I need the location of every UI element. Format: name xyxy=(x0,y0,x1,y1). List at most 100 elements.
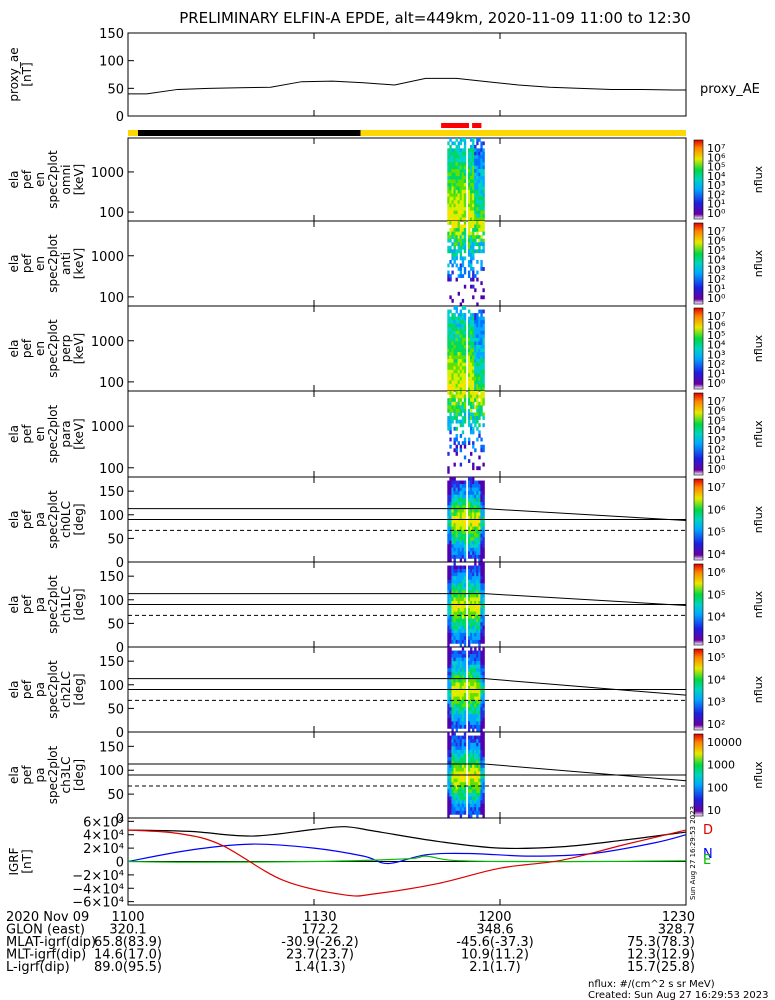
spectrogram-cell xyxy=(480,671,483,676)
spectrogram-cell xyxy=(480,323,483,328)
colorbar-tick: 10³ xyxy=(707,179,725,192)
spectrogram-cell xyxy=(457,391,460,395)
spectrogram-cell xyxy=(459,256,463,261)
spectrogram-cell xyxy=(461,703,465,708)
spectrogram-cell xyxy=(482,221,485,225)
spectrogram-cell xyxy=(447,451,450,456)
spectrogram-cell xyxy=(470,689,473,694)
spectrogram-cell xyxy=(453,337,456,342)
spectrogram-cell xyxy=(480,771,483,776)
spectrogram-cell xyxy=(467,512,471,517)
spectrogram-cell xyxy=(476,426,479,431)
spectrogram-cell xyxy=(470,590,473,595)
spectrogram-cell xyxy=(470,412,473,417)
spectrogram-cell xyxy=(482,693,485,697)
spectrogram-cell xyxy=(449,151,452,156)
spectrogram-cell xyxy=(467,501,471,506)
spectrogram-cell xyxy=(457,344,460,349)
spectrogram-cell xyxy=(455,238,458,243)
spectrogram-cell xyxy=(480,597,483,602)
spectrogram-cell xyxy=(453,775,456,779)
spectrogram-cell xyxy=(467,441,471,446)
spectrogram-cell xyxy=(478,625,481,630)
spectrogram-cell xyxy=(482,590,485,595)
spectrogram-cell xyxy=(472,151,475,156)
spectrogram-cell xyxy=(482,600,485,605)
spectrogram-cell xyxy=(453,494,456,499)
spectrogram-cell xyxy=(463,707,467,712)
spectrogram-cell xyxy=(449,501,452,506)
spectrogram-cell xyxy=(459,138,463,142)
spectrogram-cell xyxy=(472,186,475,191)
spectrogram-cell xyxy=(480,675,483,680)
colorbar-tick: 10 xyxy=(707,804,721,817)
spectrogram-cell xyxy=(449,405,452,410)
spectrogram-cell xyxy=(451,344,454,349)
spectrogram-cell xyxy=(480,554,483,559)
spectrogram-cell xyxy=(449,569,452,573)
spectrogram-cell xyxy=(453,636,456,641)
spectrogram-cell xyxy=(451,526,454,531)
spectrogram-cell xyxy=(478,394,481,399)
spectrogram-cell xyxy=(447,657,450,662)
spectrogram-cell xyxy=(470,259,473,264)
spectrogram-cell xyxy=(455,696,458,701)
spectrogram-cell xyxy=(457,682,460,687)
spectrogram-cell xyxy=(482,295,485,300)
spectrogram-cell xyxy=(447,337,450,342)
spectrogram-cell xyxy=(449,735,452,740)
spectrogram-cell xyxy=(451,221,454,225)
spectrogram-cell xyxy=(474,380,477,385)
spectrogram-cell xyxy=(457,600,460,605)
spectrogram-cell xyxy=(457,369,460,374)
spectrogram-cell xyxy=(461,576,465,581)
spectrogram-cell xyxy=(457,494,460,499)
spectrogram-cell xyxy=(457,151,460,156)
spectrogram-cell xyxy=(482,401,485,406)
y-tick-label: 0 xyxy=(116,812,124,827)
spectrogram-cell xyxy=(478,742,481,747)
spectrogram-cell xyxy=(451,707,454,712)
spectrogram-cell xyxy=(476,231,479,236)
spectrogram-cell xyxy=(451,217,454,222)
spectrogram-cell xyxy=(476,803,479,808)
spectrogram-cell xyxy=(449,647,452,651)
spectrogram-cell xyxy=(457,807,460,812)
spectrogram-cell xyxy=(467,373,471,378)
spectrogram-cell xyxy=(447,491,450,496)
spectrogram-cell xyxy=(474,480,477,485)
spectrogram-cell xyxy=(480,498,483,503)
spectrogram-cell xyxy=(449,362,452,367)
spectrogram-cell xyxy=(461,661,465,666)
spectrogram-cell xyxy=(451,408,454,413)
spectrogram-cell xyxy=(447,323,450,328)
spectrogram-cell xyxy=(478,179,481,184)
spectrogram-cell xyxy=(449,376,452,381)
spectrogram-cell xyxy=(472,807,475,812)
spectrogram-cell xyxy=(459,782,463,787)
spectrogram-cell xyxy=(478,632,481,637)
spectrogram-cell xyxy=(476,757,479,761)
spectrogram-cell xyxy=(482,512,485,517)
spectrogram-cell xyxy=(451,416,454,420)
spectrogram-cell xyxy=(472,444,475,449)
spectrogram-cell xyxy=(459,540,463,545)
spectrogram-cell xyxy=(470,717,473,722)
spectrogram-cell xyxy=(480,380,483,385)
spectrogram-cell xyxy=(449,401,452,406)
spectrogram-cell xyxy=(470,792,473,797)
spectrogram-cell xyxy=(474,179,477,184)
spectrogram-cell xyxy=(459,742,463,747)
spectrogram-cell xyxy=(457,611,460,616)
spectrogram-cell xyxy=(455,401,458,406)
spectrogram-cell xyxy=(480,796,483,801)
spectrogram-cell xyxy=(449,249,452,254)
spectrogram-cell xyxy=(463,323,467,328)
spectrogram-cell xyxy=(476,530,479,534)
spectrogram-cell xyxy=(472,373,475,378)
spectrogram-cell xyxy=(474,448,477,453)
spectrogram-cell xyxy=(453,501,456,506)
spectrogram-cell xyxy=(476,352,479,356)
spectrogram-cell xyxy=(455,341,458,346)
spectrogram-cell xyxy=(478,664,481,669)
